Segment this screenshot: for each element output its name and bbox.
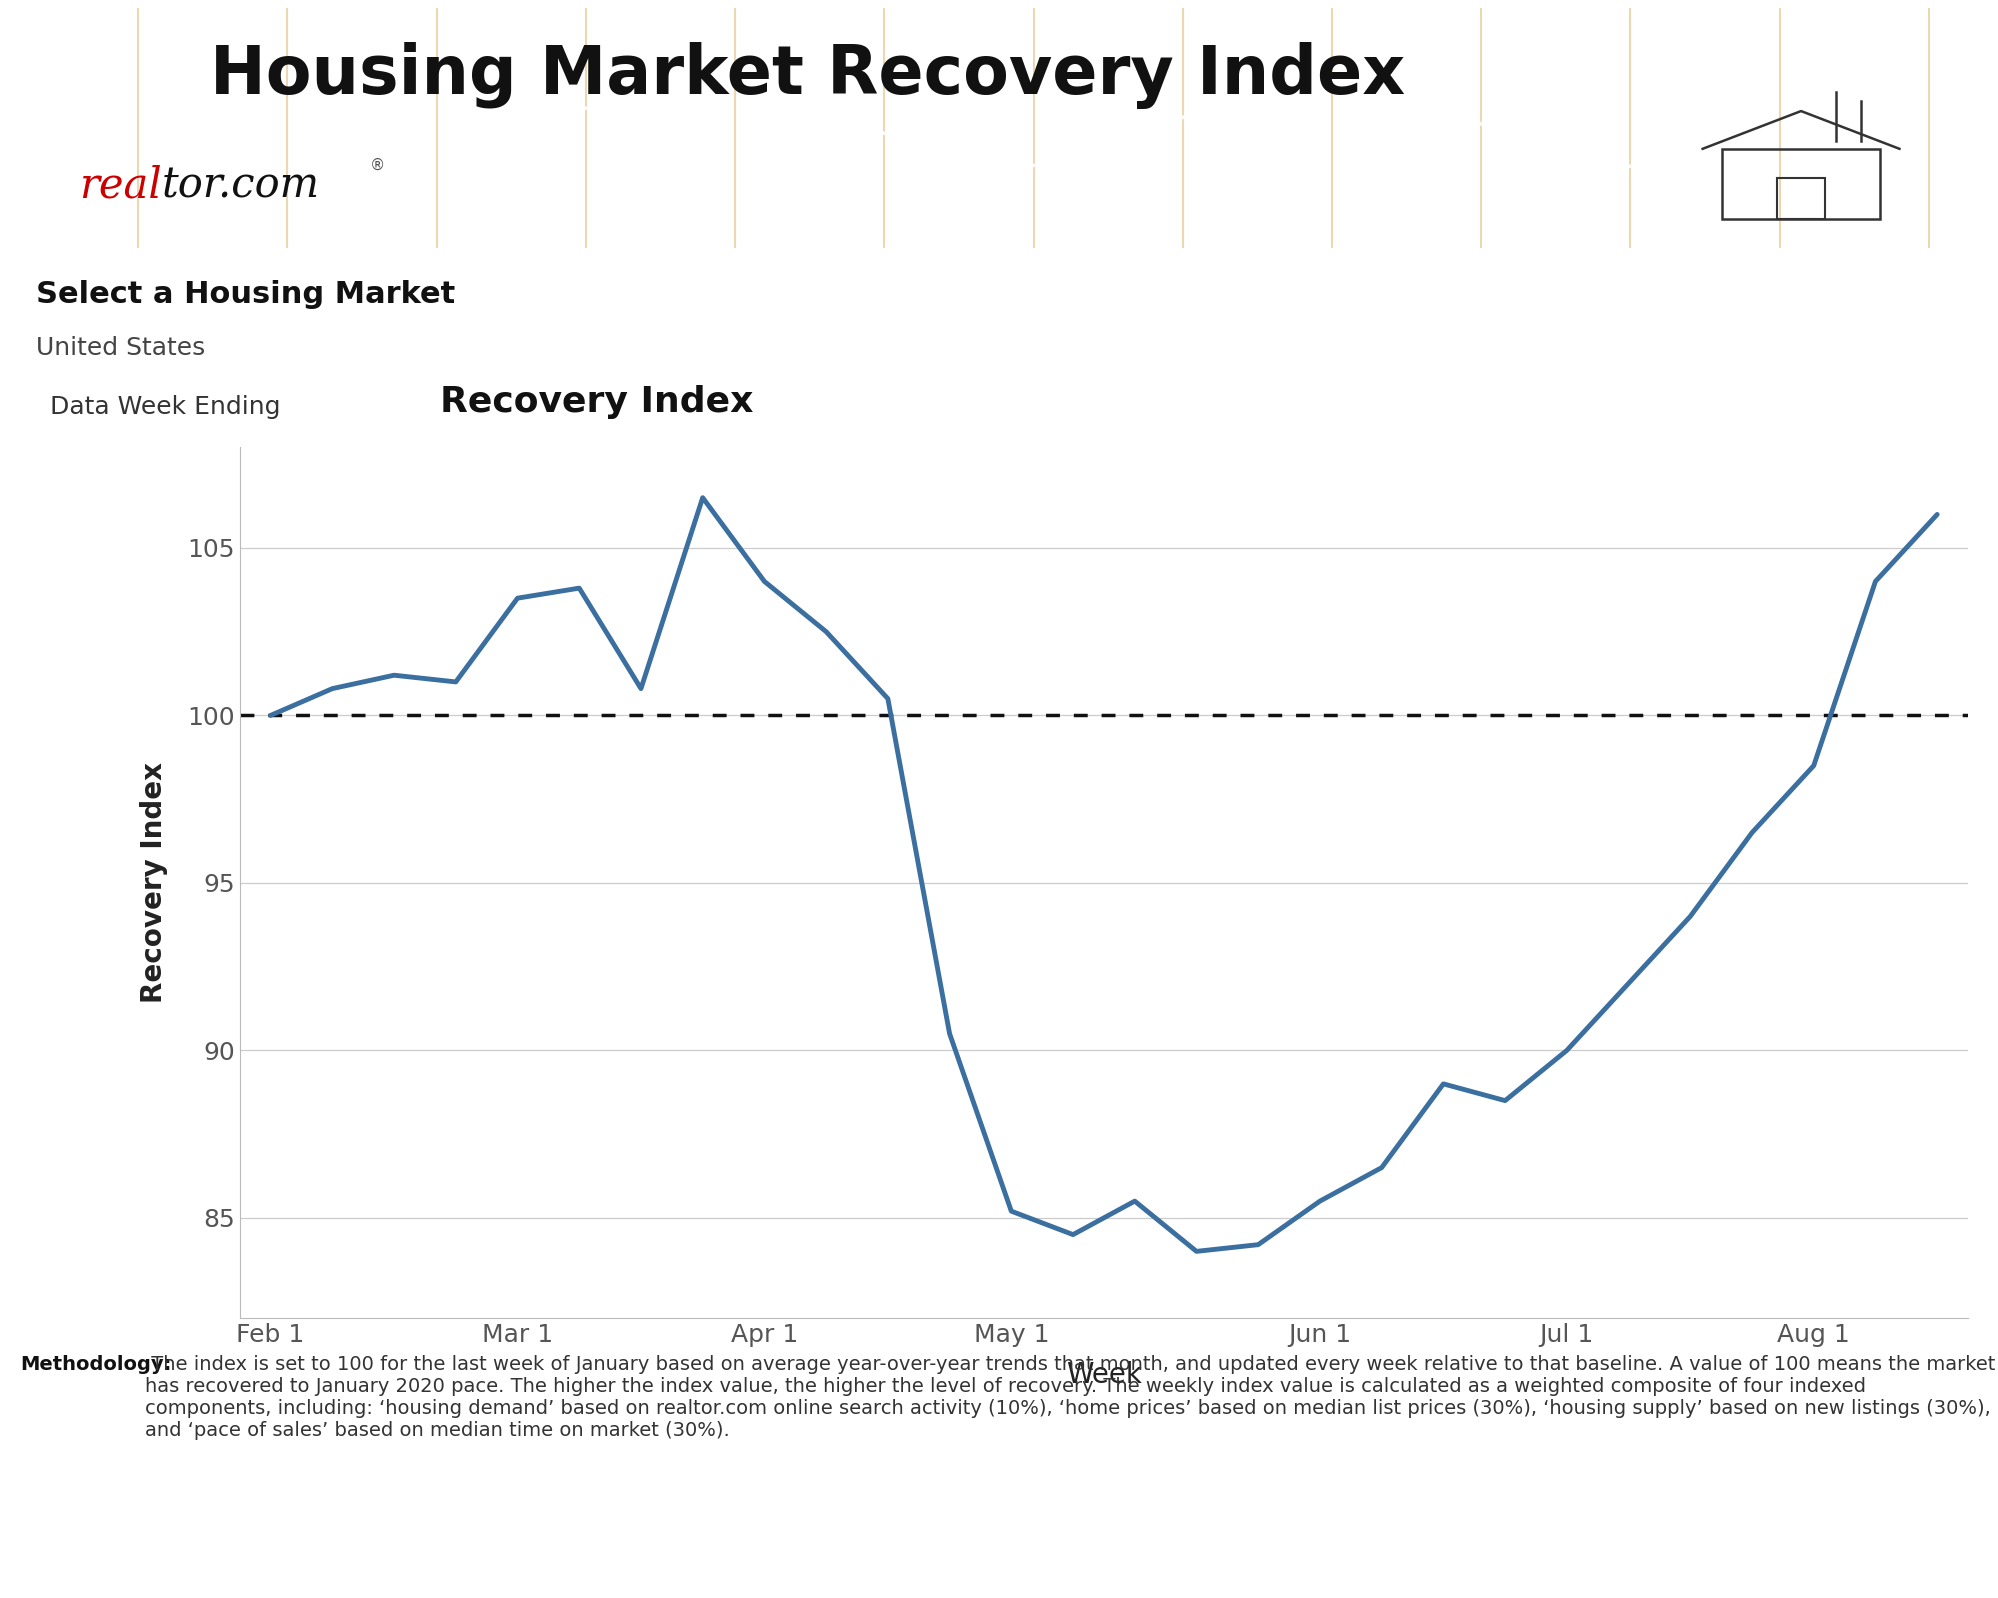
Text: Select a Housing Market: Select a Housing Market <box>36 280 456 308</box>
Text: United States: United States <box>36 336 206 360</box>
Y-axis label: Recovery Index: Recovery Index <box>140 762 168 1004</box>
Text: tor.com: tor.com <box>162 165 320 206</box>
Text: Recovery Index: Recovery Index <box>440 385 753 419</box>
Text: Data Week Ending: Data Week Ending <box>50 395 280 419</box>
Text: Methodology:: Methodology: <box>20 1355 172 1374</box>
Text: ®: ® <box>370 158 386 173</box>
X-axis label: Week: Week <box>1067 1361 1141 1389</box>
Text: real: real <box>80 165 162 206</box>
Text: Housing Market Recovery Index: Housing Market Recovery Index <box>210 42 1405 109</box>
Text: The index is set to 100 for the last week of January based on average year-over-: The index is set to 100 for the last wee… <box>146 1355 1996 1440</box>
